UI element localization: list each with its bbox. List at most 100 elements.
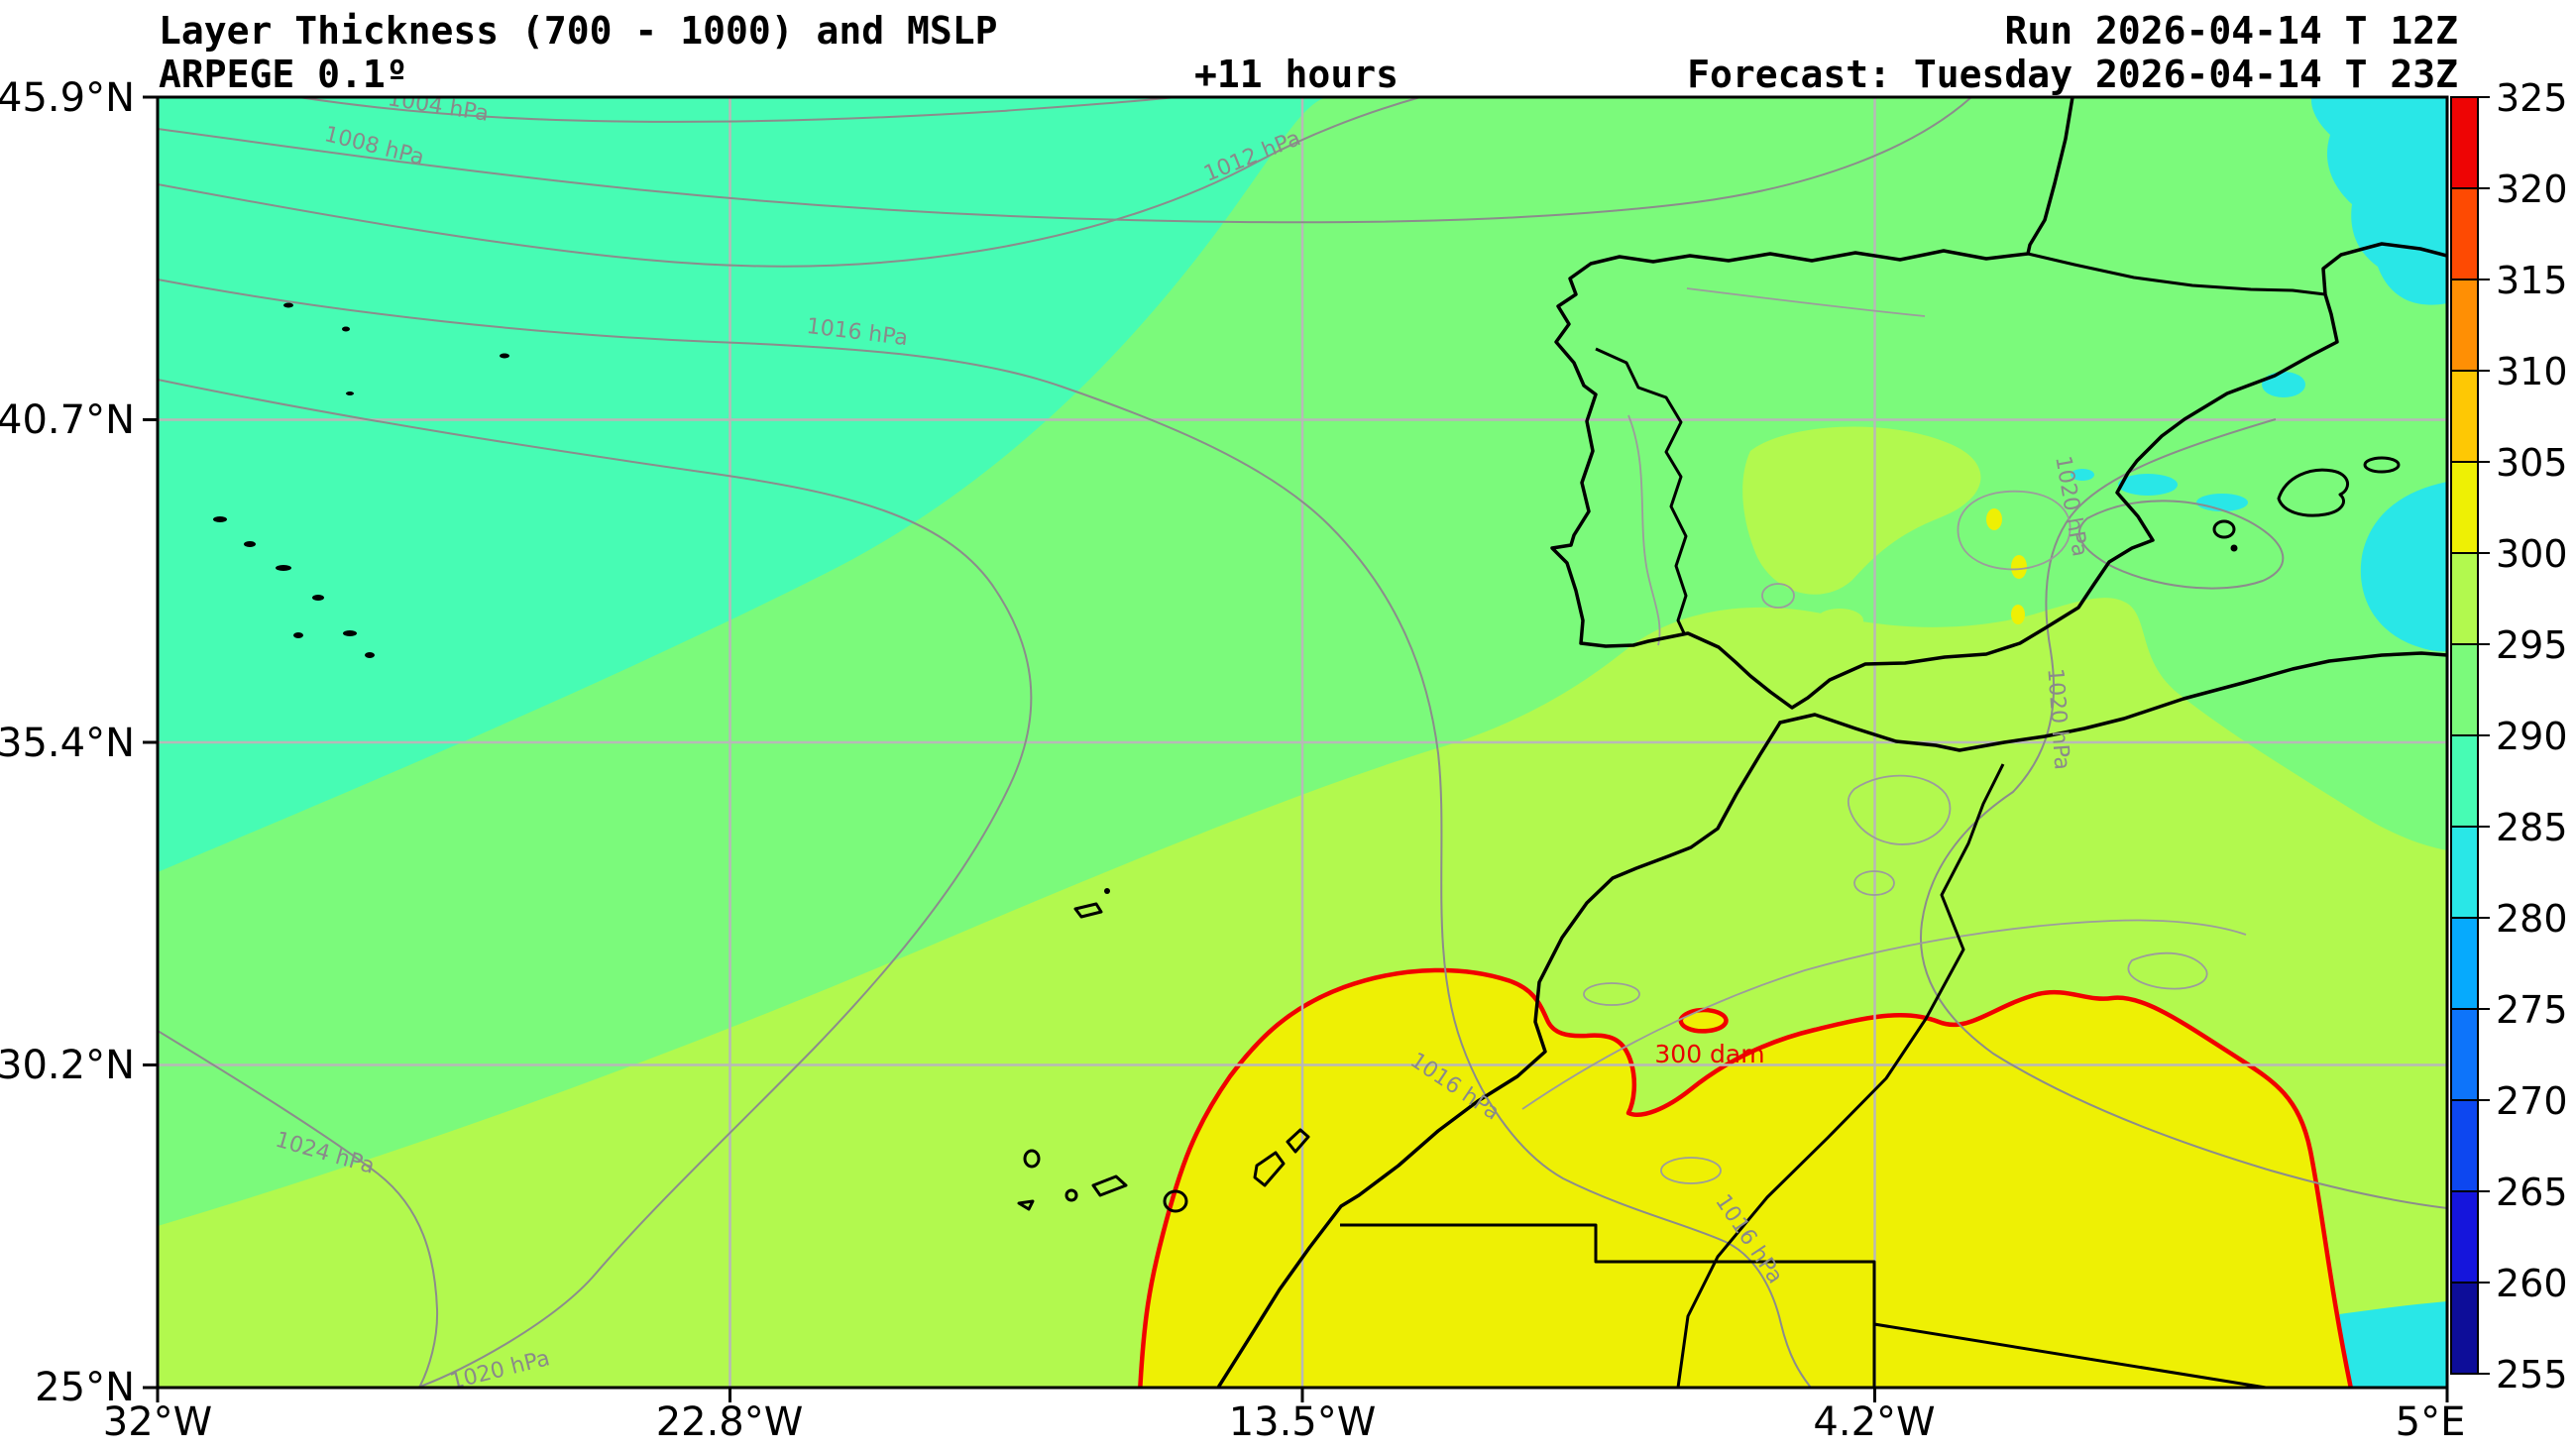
map-speck (500, 353, 509, 359)
colorbar-tick-label: 300 (2496, 532, 2568, 576)
isobar-1024 (158, 1030, 439, 1388)
island-menorca (2363, 456, 2401, 474)
island-formentera (2230, 544, 2238, 552)
colorbar-tick-label: 325 (2496, 76, 2568, 120)
island-madeira (1073, 902, 1103, 919)
isobar-1016 (158, 279, 1812, 1388)
island-gomera (1064, 1188, 1078, 1202)
band-280-285-gulf-of-lion (2310, 97, 2447, 305)
graticule (158, 97, 2447, 1388)
island-azores (343, 630, 357, 636)
islands (213, 302, 2401, 1213)
band-280-285-patch (2262, 372, 2305, 397)
colorbar-segment (2451, 188, 2478, 279)
colorbar-tick-label: 305 (2496, 441, 2568, 485)
border-portugal-spain (1595, 347, 1688, 636)
band-280-285-mediterranean (2360, 482, 2447, 652)
colorbar-tick-label: 275 (2496, 988, 2568, 1032)
map-area: 1004 hPa 1008 hPa 1012 hPa 1016 hPa 1024… (158, 97, 2447, 1388)
colorbar-segment (2451, 371, 2478, 462)
island-azores (365, 652, 375, 658)
island-la-palma (1023, 1149, 1041, 1169)
orography-contours (1521, 287, 2247, 1184)
x-tick-label: 32°W (103, 1399, 212, 1445)
colorbar-segment (2451, 827, 2478, 918)
y-tick-label: 35.4°N (0, 721, 135, 766)
thickness-contour-label: 300 dam (1654, 1040, 1764, 1068)
thickness-300dam-contour (1138, 967, 2354, 1388)
model-label: ARPEGE 0.1º (159, 53, 408, 96)
isobar-1004 (297, 97, 1176, 123)
island-azores (244, 541, 256, 547)
coast-africa-west (1216, 721, 1782, 1388)
band-280-285-pyrenees-patch (2196, 494, 2248, 511)
coast-africa-north (1778, 651, 2447, 752)
chart-title: Layer Thickness (700 - 1000) and MSLP (159, 9, 997, 53)
island-porto-santo (1104, 888, 1110, 894)
colorbar-tick-label: 320 (2496, 168, 2568, 211)
y-tick-label: 30.2°N (0, 1043, 135, 1088)
x-tick-label: 5°E (2396, 1399, 2466, 1445)
x-tick-label: 4.2°W (1813, 1399, 1935, 1445)
colorbar: 325 320 315 310 305 300 295 290 285 280 … (2450, 76, 2568, 1396)
band-295-300-patch (1816, 609, 1863, 632)
band-280-285-pyrenees-patch (2071, 469, 2094, 481)
border-pyrenees (2027, 252, 2326, 296)
map-speck (283, 302, 293, 308)
coastlines (213, 97, 2447, 1388)
y-tick-label: 40.7°N (0, 397, 135, 443)
colorbar-tick-label: 255 (2496, 1353, 2568, 1396)
isobar-1020 (158, 379, 1033, 1388)
band-295-300-central-spain (1742, 426, 1981, 595)
run-label: Run 2026-04-14 T 12Z (2004, 9, 2458, 53)
colorbar-segment (2451, 1100, 2478, 1191)
island-fuerteventura (1253, 1151, 1286, 1187)
colorbar-tick-label: 290 (2496, 715, 2568, 758)
colorbar-segment (2451, 553, 2478, 644)
isobar-1012 (158, 97, 1421, 268)
border-morocco-algeria (1676, 763, 2005, 1388)
colorbar-tick-label: 260 (2496, 1262, 2568, 1305)
colorbar-tick-label: 295 (2496, 623, 2568, 667)
border-western-sahara (1340, 1223, 2267, 1388)
header: Layer Thickness (700 - 1000) and MSLP AR… (159, 9, 2458, 96)
island-mallorca (2277, 468, 2349, 517)
lead-time-label: +11 hours (1194, 53, 1399, 96)
island-azores (312, 595, 324, 601)
island-lanzarote (1286, 1128, 1310, 1154)
colorbar-tick-label: 310 (2496, 350, 2568, 393)
colorbar-segment (2451, 918, 2478, 1009)
island-gran-canaria (1163, 1189, 1188, 1213)
island-azores (276, 565, 291, 571)
coast-iberia-france (1550, 97, 2447, 710)
x-tick-label: 13.5°W (1229, 1399, 1377, 1445)
island-tenerife (1091, 1174, 1128, 1197)
y-tick-label: 45.9°N (0, 75, 135, 121)
colorbar-segment (2451, 1009, 2478, 1100)
island-azores (293, 632, 303, 638)
colorbar-segment (2451, 462, 2478, 553)
x-tick-label: 22.8°W (656, 1399, 804, 1445)
colorbar-tick-label: 285 (2496, 806, 2568, 849)
map-speck (346, 391, 354, 395)
thickness-300dam-small-loop (1678, 1007, 1729, 1034)
colorbar-segment (2451, 1191, 2478, 1283)
island-hierro (1017, 1199, 1035, 1211)
colorbar-segment (2451, 644, 2478, 735)
colorbar-ticks (2451, 96, 2490, 1375)
island-ibiza (2212, 519, 2236, 539)
colorbar-segment (2451, 735, 2478, 827)
band-295-300-patch (1807, 654, 1837, 670)
band-300-305-spot (2011, 605, 2025, 624)
colorbar-segment (2451, 97, 2478, 188)
y-tick-label: 25°N (35, 1365, 135, 1410)
island-azores (213, 516, 227, 522)
isobar-pyrenees-loop (2077, 500, 2285, 590)
band-300-305-spot (1986, 508, 2002, 530)
isobar-1008 (158, 97, 1972, 224)
colorbar-segment (2451, 279, 2478, 371)
map-speck (342, 326, 350, 332)
colorbar-tick-label: 270 (2496, 1079, 2568, 1123)
